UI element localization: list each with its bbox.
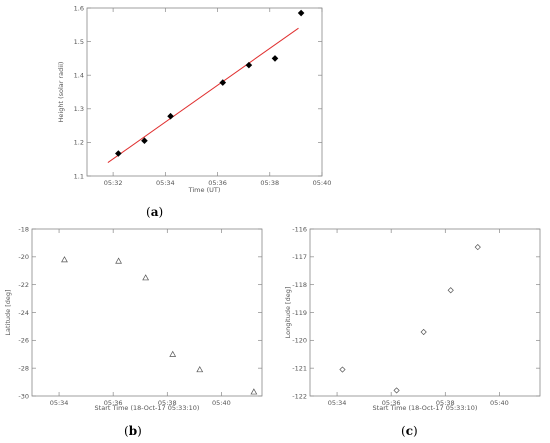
data-point	[339, 366, 346, 373]
data-point	[250, 388, 258, 395]
panel-c-label: (c)	[401, 424, 418, 438]
y-tick-label: -120	[292, 337, 307, 345]
data-point	[393, 387, 400, 394]
y-tick-label: -28	[18, 364, 29, 372]
x-tick-label: 05:34	[328, 399, 347, 407]
y-axis-label: Longitude [deg]	[284, 287, 292, 339]
data-point	[196, 366, 204, 373]
y-tick-label: -18	[18, 225, 29, 233]
data-point	[141, 137, 148, 145]
y-tick-label: 1.3	[74, 105, 84, 113]
data-point	[167, 112, 174, 120]
x-tick-label: 05:34	[156, 179, 175, 187]
y-tick-label: -26	[18, 337, 29, 345]
y-tick-label: -117	[292, 253, 307, 261]
plot-frame	[86, 7, 323, 177]
x-tick-label: 05:36	[382, 399, 401, 407]
data-point	[115, 257, 122, 264]
x-tick-label: 05:40	[212, 399, 231, 407]
y-tick-label: 1.2	[74, 139, 84, 147]
data-point	[271, 55, 279, 62]
data-point	[115, 150, 122, 157]
y-tick-label: -122	[292, 392, 307, 400]
plot-frame	[309, 228, 541, 397]
y-tick-label: 1.4	[74, 72, 84, 80]
x-tick-label: 05:38	[260, 179, 279, 187]
data-point	[297, 9, 305, 17]
y-tick-label: 1.6	[74, 4, 84, 12]
data-point	[420, 328, 427, 336]
data-point	[447, 287, 454, 294]
panel-b-label: (b)	[124, 424, 142, 438]
x-tick-label: 05:36	[104, 399, 123, 407]
data-point	[245, 61, 253, 69]
y-tick-label: -116	[292, 225, 307, 233]
plot-frame	[31, 228, 263, 397]
data-point	[474, 243, 481, 251]
panel-c-chart: 05:34 05:36 05:38 05:40 -116 -117 -118 -119 -120…	[284, 225, 541, 412]
x-tick-label: 05:34	[50, 399, 69, 407]
y-tick-label: -118	[292, 281, 307, 289]
y-axis-label: Height (solar radii)	[57, 62, 65, 123]
y-tick-label: 1.5	[74, 38, 84, 46]
y-tick-label: -24	[18, 309, 29, 317]
fit-line	[107, 27, 299, 163]
x-tick-label: 05:38	[436, 399, 455, 407]
data-point	[61, 256, 68, 263]
y-tick-label: 1.1	[74, 172, 84, 180]
x-axis-label: Start Time (18-Oct-17 05:33:10)	[95, 404, 200, 412]
panel-a-label: (a)	[146, 205, 164, 219]
panel-a-chart: 05:32 05:34 05:36 05:38 05:40 1.1 1.2 1.3 1.4 1.5…	[57, 4, 331, 194]
data-point	[142, 274, 150, 281]
x-tick-label: 05:32	[104, 179, 123, 187]
data-point	[169, 350, 177, 357]
data-point	[219, 79, 227, 86]
x-axis-label: Time (UT)	[188, 186, 221, 194]
x-tick-label: 05:40	[490, 399, 509, 407]
x-tick-label: 05:36	[208, 179, 227, 187]
x-axis-label: Start Time (18-Oct-17 05:33:10)	[373, 404, 478, 412]
y-tick-label: -30	[18, 392, 29, 400]
y-tick-label: -22	[18, 281, 29, 289]
panel-b-chart: 05:34 05:36 05:38 05:40 -18 -20 -22 -24 -26 -28 -3…	[4, 225, 263, 412]
y-axis-label: Latitude [deg]	[4, 289, 12, 335]
x-tick-label: 05:40	[313, 179, 332, 187]
x-tick-label: 05:38	[158, 399, 177, 407]
y-tick-label: -121	[292, 364, 307, 372]
y-tick-label: -119	[292, 309, 307, 317]
y-tick-label: -20	[18, 253, 29, 261]
